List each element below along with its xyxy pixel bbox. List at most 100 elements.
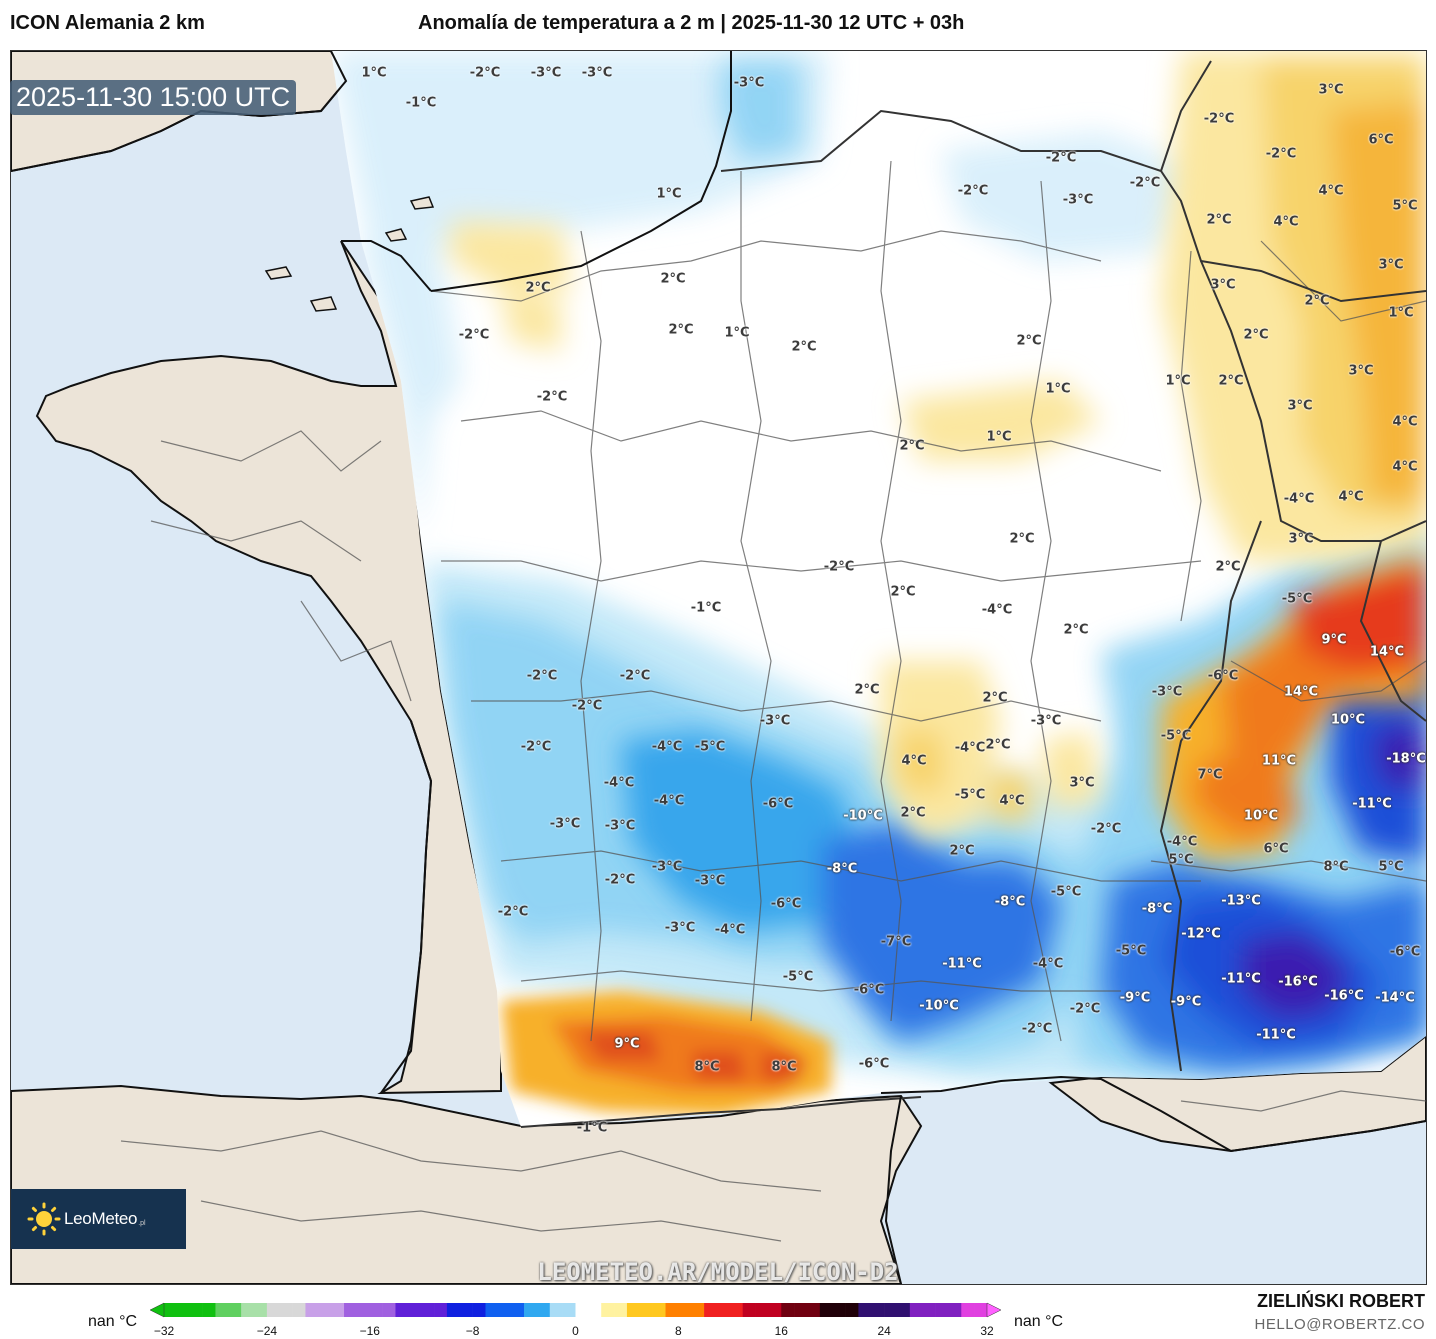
anomaly-label: 3°C bbox=[1210, 277, 1236, 293]
colorbar-tick-label: −24 bbox=[256, 1324, 278, 1338]
source-watermark: LEOMETEO.AR/MODEL/ICON-D2 bbox=[537, 1258, 899, 1286]
anomaly-label: 7°C bbox=[1197, 767, 1223, 783]
colorbar-cell bbox=[524, 1303, 538, 1317]
anomaly-label: -7°C bbox=[880, 934, 912, 950]
model-title: ICON Alemania 2 km bbox=[10, 12, 205, 34]
map-panel[interactable]: 1°C -2°C -3°C -3°C -1°C -3°C 3°C -2°C 6°C -2°C -2°… bbox=[10, 50, 1427, 1285]
colorbar-cell bbox=[305, 1303, 319, 1317]
anomaly-label: -3°C bbox=[664, 920, 696, 936]
anomaly-label: 9°C bbox=[1321, 632, 1347, 648]
anomaly-label: 1°C bbox=[656, 186, 682, 202]
anomaly-label: -2°C bbox=[1045, 150, 1077, 166]
colorbar-cell bbox=[935, 1303, 949, 1317]
anomaly-label: -5°C bbox=[954, 787, 986, 803]
anomaly-label: 5°C bbox=[1392, 198, 1418, 214]
colorbar-cell bbox=[421, 1303, 435, 1317]
anomaly-label: 2°C bbox=[1063, 622, 1089, 638]
anomaly-label: 2°C bbox=[1215, 559, 1241, 575]
anomaly-label: -4°C bbox=[1032, 956, 1064, 972]
leometeo-logo[interactable]: LeoMeteo .pl bbox=[11, 1189, 186, 1249]
colorbar-cell bbox=[241, 1303, 255, 1317]
colorbar-cell bbox=[704, 1303, 718, 1317]
colorbar-cell bbox=[961, 1303, 975, 1317]
anomaly-label: -5°C bbox=[782, 969, 814, 985]
anomaly-label: -3°C bbox=[651, 859, 683, 875]
anomaly-label: -3°C bbox=[759, 713, 791, 729]
anomaly-label: 14°C bbox=[1283, 684, 1319, 700]
anomaly-label: 2°C bbox=[660, 271, 686, 287]
anomaly-label: 1°C bbox=[361, 65, 387, 81]
sun-icon bbox=[27, 1202, 61, 1236]
anomaly-label: -6°C bbox=[858, 1056, 890, 1072]
logo-suffix: .pl bbox=[138, 1219, 146, 1227]
anomaly-label: 2°C bbox=[949, 843, 975, 859]
colorbar-cell bbox=[614, 1303, 628, 1317]
colorbar-tick-label: −8 bbox=[465, 1324, 480, 1338]
colorbar-cell bbox=[678, 1303, 692, 1317]
colorbar-cell bbox=[691, 1303, 705, 1317]
anomaly-label: 4°C bbox=[1338, 489, 1364, 505]
anomaly-label: -6°C bbox=[853, 982, 885, 998]
anomaly-label: -9°C bbox=[1119, 990, 1151, 1006]
colorbar-cell bbox=[832, 1303, 846, 1317]
colorbar-cell bbox=[601, 1303, 615, 1317]
colorbar-tick-label: 0 bbox=[572, 1324, 579, 1338]
colorbar-cell bbox=[639, 1303, 653, 1317]
colorbar-cell bbox=[819, 1303, 833, 1317]
colorbar-left-label: nan °C bbox=[88, 1313, 138, 1330]
colorbar-right-label: nan °C bbox=[1014, 1313, 1064, 1330]
colorbar-cell bbox=[909, 1303, 924, 1317]
anomaly-label: -3°C bbox=[1030, 713, 1062, 729]
colorbar-cell bbox=[729, 1303, 743, 1317]
author-email[interactable]: HELLO@ROBERTZ.CO bbox=[1254, 1316, 1425, 1333]
author-name: ZIELIŃSKI ROBERT bbox=[1256, 1291, 1425, 1311]
anomaly-label: 8°C bbox=[771, 1059, 797, 1075]
colorbar-cell bbox=[794, 1303, 808, 1317]
colorbar-cell bbox=[215, 1303, 229, 1317]
anomaly-label: -11°C bbox=[1352, 796, 1392, 812]
anomaly-label: 2°C bbox=[899, 438, 925, 454]
anomaly-label: 2°C bbox=[890, 584, 916, 600]
colorbar-cell bbox=[575, 1303, 589, 1317]
colorbar-cell bbox=[446, 1303, 461, 1317]
anomaly-label: -1°C bbox=[576, 1120, 608, 1136]
region-borders bbox=[120, 160, 1426, 1242]
anomaly-label: -10°C bbox=[843, 808, 883, 824]
anomaly-label: -3°C bbox=[581, 65, 613, 81]
colorbar-cell bbox=[395, 1303, 409, 1317]
anomaly-label: 6°C bbox=[1263, 841, 1289, 857]
anomaly-label: 14°C bbox=[1369, 644, 1405, 660]
anomaly-label: -1°C bbox=[405, 95, 437, 111]
anomaly-label: -8°C bbox=[826, 861, 858, 877]
anomaly-label: -11°C bbox=[1221, 971, 1261, 987]
colorbar-tick-label: 16 bbox=[774, 1324, 788, 1338]
anomaly-label: 11°C bbox=[1261, 753, 1297, 769]
logo-text: LeoMeteo bbox=[64, 1209, 138, 1228]
anomaly-label: -2°C bbox=[957, 183, 989, 199]
anomaly-label: 2°C bbox=[668, 322, 694, 338]
anomaly-label: -2°C bbox=[520, 739, 552, 755]
anomaly-label: -3°C bbox=[530, 65, 562, 81]
colorbar-cell bbox=[485, 1303, 499, 1317]
anomaly-map bbox=[11, 51, 1426, 1284]
anomaly-label: 3°C bbox=[1348, 363, 1374, 379]
anomaly-label: 9°C bbox=[614, 1036, 640, 1052]
anomaly-label: -9°C bbox=[1170, 994, 1202, 1010]
anomaly-label: 10°C bbox=[1243, 808, 1279, 824]
anomaly-label: -2°C bbox=[497, 904, 529, 920]
colorbar-cell bbox=[511, 1303, 525, 1317]
anomaly-label: 8°C bbox=[694, 1059, 720, 1075]
colorbar-cell bbox=[845, 1303, 859, 1317]
anomaly-label: -16°C bbox=[1324, 988, 1364, 1004]
anomaly-label: -4°C bbox=[954, 740, 986, 756]
anomaly-label: -3°C bbox=[1062, 192, 1094, 208]
colorbar-cell bbox=[279, 1303, 293, 1317]
anomaly-label: -8°C bbox=[1141, 901, 1173, 917]
coastline bbox=[341, 51, 1426, 1284]
colorbar-cell bbox=[974, 1303, 988, 1317]
anomaly-label: 2°C bbox=[854, 682, 880, 698]
anomaly-label: 8°C bbox=[1323, 859, 1349, 875]
colorbar-cell bbox=[716, 1303, 731, 1317]
anomaly-label: 3°C bbox=[1318, 82, 1344, 98]
anomaly-label: -2°C bbox=[571, 698, 603, 714]
